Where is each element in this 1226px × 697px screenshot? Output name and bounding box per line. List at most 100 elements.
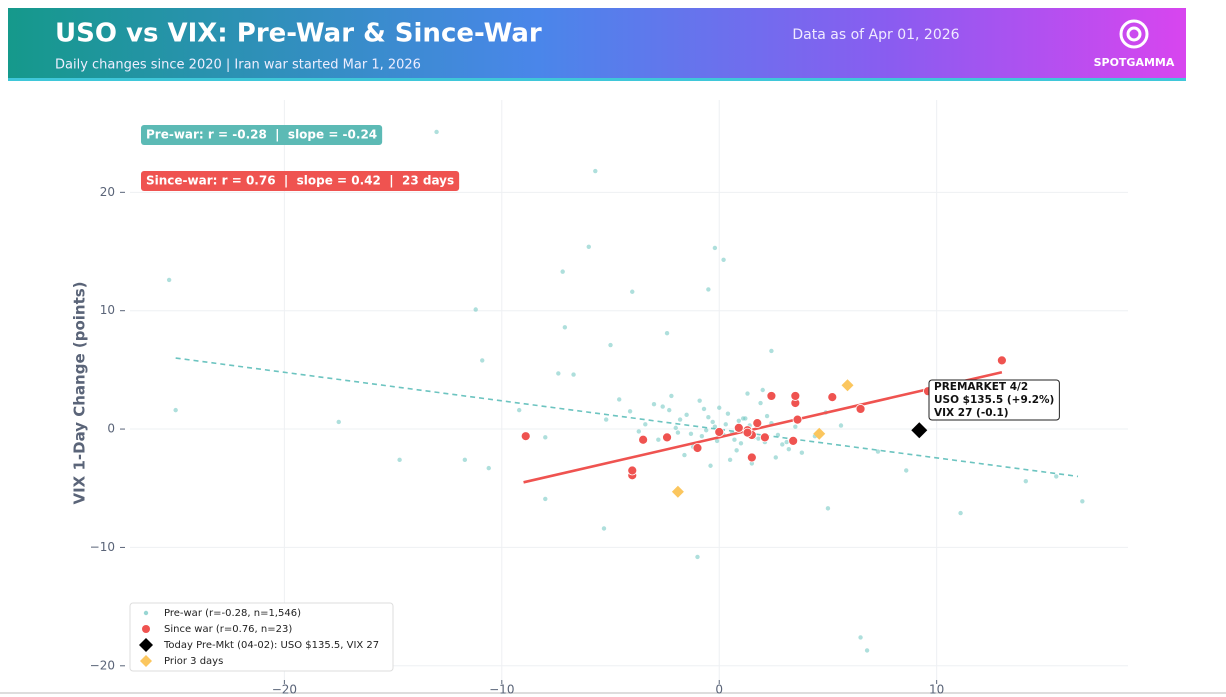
point [714, 427, 725, 437]
point [664, 330, 670, 336]
point [775, 432, 781, 438]
point [736, 418, 742, 423]
point [701, 406, 707, 412]
point [758, 400, 763, 406]
point [656, 437, 661, 442]
point [766, 391, 777, 401]
stats-text: Since-war: r = 0.76 | slope = 0.42 | 23 … [146, 174, 454, 188]
point [752, 418, 763, 429]
point [486, 465, 491, 471]
point [733, 422, 744, 433]
point [706, 287, 711, 292]
point [617, 397, 622, 402]
x-tick-label: 10 [929, 683, 944, 697]
legend-swatch [142, 625, 150, 633]
point [543, 435, 548, 440]
point [560, 269, 565, 274]
point [904, 468, 909, 473]
y-tick-label: −20 [90, 658, 115, 672]
point [608, 342, 613, 348]
point [742, 427, 753, 438]
annotation-box [928, 379, 1060, 421]
brand-name: SPOTGAMMA [1094, 56, 1175, 69]
point [673, 425, 678, 431]
point [1054, 474, 1059, 479]
header-rule [8, 78, 1186, 81]
point [788, 435, 799, 446]
point [1023, 478, 1029, 484]
point [911, 422, 928, 439]
legend-swatch [140, 655, 152, 667]
point [173, 407, 178, 413]
point [520, 431, 531, 442]
legend-swatch [139, 638, 153, 652]
point [662, 432, 672, 443]
point [714, 438, 720, 444]
annotation-text: VIX 27 (-0.1) [934, 407, 1009, 419]
point [556, 371, 561, 376]
point [841, 379, 854, 392]
y-tick-label: 20 [100, 185, 115, 199]
legend-label: Since war (r=0.76, n=23) [164, 624, 292, 635]
point [786, 446, 792, 452]
header-banner [8, 8, 1186, 80]
point [864, 648, 870, 653]
point [675, 430, 681, 435]
logo-core [1126, 26, 1142, 42]
point [749, 461, 755, 466]
point [712, 424, 718, 429]
point [790, 391, 801, 401]
x-tick-label: −10 [489, 683, 514, 697]
logo-ring [1119, 19, 1149, 49]
point [601, 526, 607, 531]
point [336, 419, 341, 425]
point [166, 277, 172, 283]
point [773, 455, 778, 460]
point [710, 419, 715, 425]
stats-text: Pre-war: r = -0.28 | slope = -0.24 [146, 128, 377, 142]
point [397, 457, 402, 463]
point [516, 407, 522, 413]
trend-line [523, 370, 1003, 484]
point [697, 398, 702, 403]
stats-box [141, 171, 460, 191]
point [756, 436, 761, 441]
trend-line [175, 357, 1079, 478]
point [958, 510, 963, 516]
point [793, 424, 798, 429]
point [677, 417, 683, 422]
annotation-text: USO $135.5 (+9.2%) [934, 394, 1054, 406]
point [682, 452, 687, 458]
legend-swatch [143, 610, 149, 616]
point [636, 429, 641, 434]
point [734, 448, 739, 453]
point [703, 428, 709, 433]
y-tick-label: 0 [107, 422, 115, 436]
point [799, 450, 805, 455]
point [638, 434, 649, 445]
point [688, 431, 694, 436]
y-tick-label: −10 [90, 540, 115, 554]
legend-label: Today Pre-Mkt (04-02): USO $135.5, VIX 2… [163, 640, 379, 651]
point [571, 372, 576, 377]
point [764, 413, 770, 419]
point [651, 402, 657, 407]
point [627, 465, 638, 476]
stats-box [141, 125, 383, 145]
annotation-text: PREMARKET 4/2 [934, 381, 1028, 393]
point [760, 387, 765, 393]
point [746, 452, 757, 463]
point [996, 355, 1007, 366]
point [695, 554, 700, 560]
point [727, 457, 733, 463]
point [780, 442, 785, 447]
point [669, 393, 674, 399]
point [627, 409, 633, 414]
point [593, 168, 598, 174]
chart-title: USO vs VIX: Pre-War & Since-War [55, 19, 542, 49]
point [473, 307, 478, 312]
point [434, 129, 439, 135]
date-note: Data as of Apr 01, 2026 [792, 27, 959, 43]
